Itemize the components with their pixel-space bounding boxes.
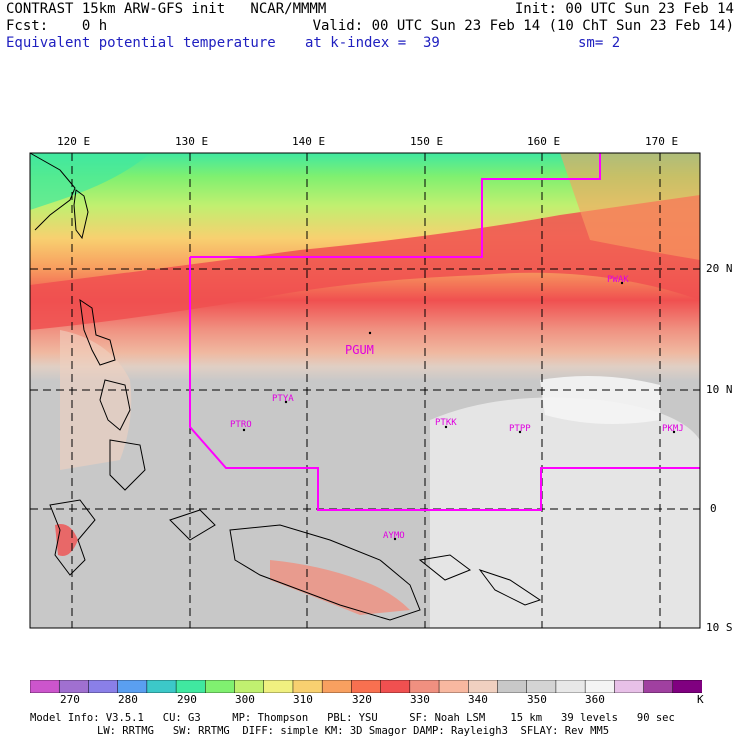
valid-time: Valid: 00 UTC Sun 23 Feb 14 (10 ChT Sun … bbox=[312, 18, 734, 34]
colorbar-swatch bbox=[497, 680, 528, 693]
boundary-north bbox=[190, 153, 601, 258]
colorbar-swatch bbox=[146, 680, 177, 693]
coastline-luzon bbox=[79, 298, 116, 366]
colorbar-swatch bbox=[468, 680, 499, 693]
coastline-visayas bbox=[99, 379, 131, 431]
coastline-new-britain bbox=[418, 554, 472, 581]
lat-label: 20 N bbox=[706, 262, 733, 275]
station-label-ptkk: PTKK bbox=[435, 418, 457, 428]
lat-label: 10 N bbox=[706, 383, 733, 396]
colorbar-swatch bbox=[292, 680, 323, 693]
init-time: Init: 00 UTC Sun 23 Feb 14 bbox=[514, 1, 734, 17]
lat-label: 0 bbox=[710, 502, 717, 515]
colorbar-swatch bbox=[263, 680, 294, 693]
colorbar-swatch bbox=[614, 680, 645, 693]
lat-label: 10 S bbox=[706, 621, 733, 634]
coastline-taiwan bbox=[73, 189, 89, 240]
colorbar-swatch bbox=[58, 680, 90, 693]
colorbar-tick-label: 350 bbox=[527, 693, 547, 706]
colorbar-swatch bbox=[380, 680, 411, 693]
colorbar-swatch bbox=[321, 680, 353, 693]
colorbar-swatch bbox=[584, 680, 616, 693]
colorbar-tick-label: 310 bbox=[293, 693, 313, 706]
coastlines bbox=[29, 152, 542, 621]
lon-label: 140 E bbox=[292, 135, 326, 148]
colorbar-swatch bbox=[643, 680, 674, 693]
model-info-line2: LW: RRTMG SW: RRTMG DIFF: simple KM: 3D … bbox=[97, 725, 610, 737]
station-label-pkmj: PKMJ bbox=[662, 424, 684, 434]
model-info-line1: Model Info: V3.5.1 CU: G3 MP: Thompson P… bbox=[30, 712, 675, 724]
station-label-pwak: PWAK bbox=[607, 275, 629, 285]
smoothing-label: sm= 2 bbox=[578, 35, 621, 51]
coastline-new-guinea bbox=[229, 524, 421, 621]
lon-label: 170 E bbox=[645, 135, 679, 148]
level-label: at k-index = 39 bbox=[305, 35, 440, 51]
colorbar-unit: K bbox=[697, 693, 704, 706]
station-label-ptro: PTRO bbox=[230, 420, 252, 430]
station-label-ptya: PTYA bbox=[272, 394, 294, 404]
land-warm-patch bbox=[270, 560, 410, 615]
warm-band bbox=[30, 195, 700, 330]
model-title: CONTRAST 15km ARW-GFS init NCAR/MMMM bbox=[6, 1, 327, 17]
high-theta-e-area bbox=[430, 397, 700, 628]
colorbar-swatch bbox=[88, 680, 119, 693]
lon-label: 130 E bbox=[175, 135, 209, 148]
colorbar-tick-label: 270 bbox=[60, 693, 80, 706]
colorbar-tick-label: 300 bbox=[235, 693, 255, 706]
station-label-pgum: PGUM bbox=[345, 343, 374, 357]
map-fill bbox=[30, 153, 700, 628]
colorbar-swatch bbox=[30, 680, 60, 693]
colorbar-tick-label: 290 bbox=[177, 693, 197, 706]
field-name: Equivalent potential temperature bbox=[6, 35, 276, 51]
philippines-patch bbox=[60, 330, 132, 470]
lon-label: 150 E bbox=[410, 135, 444, 148]
coastline-solomons bbox=[478, 569, 542, 606]
colorbar-swatch bbox=[234, 680, 265, 693]
colorbar-swatch bbox=[117, 680, 148, 693]
colorbar-swatch bbox=[351, 680, 382, 693]
colorbar-swatch bbox=[526, 680, 557, 693]
station-label-aymo: AYMO bbox=[383, 531, 405, 541]
station-dots bbox=[242, 281, 676, 541]
colorbar-tick-label: 320 bbox=[352, 693, 372, 706]
map-frame bbox=[29, 152, 701, 629]
colorbar-tick-label: 360 bbox=[585, 693, 605, 706]
colorbar-tick-label: 340 bbox=[468, 693, 488, 706]
station-label-ptpp: PTPP bbox=[509, 424, 531, 434]
lon-label: 120 E bbox=[57, 135, 91, 148]
colorbar-swatch bbox=[672, 680, 702, 693]
coastline-halmahera bbox=[169, 509, 216, 541]
colorbar-swatch bbox=[175, 680, 207, 693]
colorbar-swatch bbox=[205, 680, 236, 693]
colorbar-tick-label: 280 bbox=[118, 693, 138, 706]
colorbar-tick-label: 330 bbox=[410, 693, 430, 706]
coastline-mindanao bbox=[109, 439, 146, 491]
high-theta-e-patch bbox=[540, 376, 660, 424]
cool-region bbox=[30, 153, 150, 210]
colorbar-swatch bbox=[409, 680, 440, 693]
colorbar-swatch bbox=[555, 680, 586, 693]
coastline-sulawesi bbox=[49, 499, 96, 576]
lon-label: 160 E bbox=[527, 135, 561, 148]
colorbar bbox=[30, 680, 702, 693]
forecast-hour: Fcst: 0 h bbox=[6, 18, 108, 34]
colorbar-swatch bbox=[438, 680, 470, 693]
boundary-south bbox=[189, 257, 700, 511]
